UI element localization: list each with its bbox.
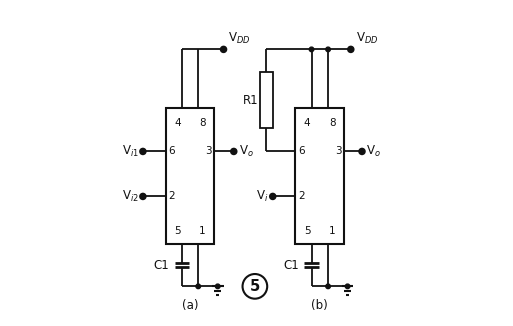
Text: R1: R1 <box>243 94 258 107</box>
Text: 3: 3 <box>335 146 342 156</box>
Circle shape <box>231 149 236 155</box>
Bar <box>260 72 273 128</box>
Circle shape <box>345 284 350 289</box>
Circle shape <box>326 47 330 52</box>
Text: C1: C1 <box>153 259 169 272</box>
Bar <box>166 108 214 244</box>
Text: 4: 4 <box>174 118 181 127</box>
Circle shape <box>215 284 220 289</box>
Circle shape <box>309 47 314 52</box>
Circle shape <box>221 47 226 52</box>
Text: 8: 8 <box>199 118 206 127</box>
Text: (b): (b) <box>311 299 328 312</box>
Text: V$_o$: V$_o$ <box>239 144 253 159</box>
Text: V$_{i2}$: V$_{i2}$ <box>122 189 139 204</box>
Text: V$_o$: V$_o$ <box>366 144 381 159</box>
Text: 5: 5 <box>174 226 181 236</box>
Text: V$_{DD}$: V$_{DD}$ <box>356 31 378 46</box>
Text: (a): (a) <box>182 299 198 312</box>
Circle shape <box>326 284 330 289</box>
Text: 5: 5 <box>304 226 310 236</box>
Text: 1: 1 <box>329 226 336 236</box>
Circle shape <box>359 149 365 155</box>
Text: 4: 4 <box>304 118 310 127</box>
Circle shape <box>196 284 201 289</box>
Text: V$_{DD}$: V$_{DD}$ <box>228 31 251 46</box>
Text: 2: 2 <box>298 191 305 201</box>
Text: 5: 5 <box>250 279 260 294</box>
Text: 6: 6 <box>168 146 175 156</box>
Text: 1: 1 <box>199 226 206 236</box>
Circle shape <box>140 149 146 155</box>
Text: 6: 6 <box>298 146 305 156</box>
Bar <box>295 108 344 244</box>
Circle shape <box>270 194 275 200</box>
Text: 8: 8 <box>329 118 336 127</box>
Text: V$_{i1}$: V$_{i1}$ <box>122 144 139 159</box>
Text: C1: C1 <box>284 259 299 272</box>
Circle shape <box>348 47 354 52</box>
Text: 3: 3 <box>205 146 212 156</box>
Circle shape <box>140 194 146 200</box>
Text: V$_i$: V$_i$ <box>256 189 269 204</box>
Text: 2: 2 <box>168 191 175 201</box>
